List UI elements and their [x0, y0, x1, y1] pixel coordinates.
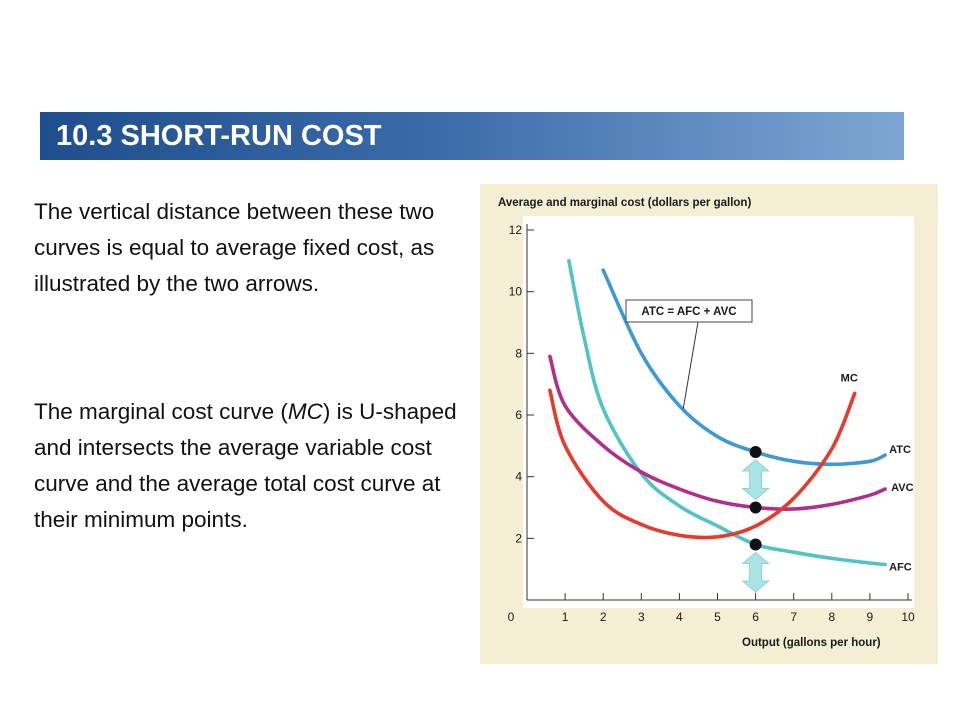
point-atc — [749, 446, 762, 458]
x-tick-label: 7 — [790, 610, 797, 624]
paragraph-mc-text-after: ) is U-shaped and intersects the average… — [34, 399, 457, 532]
curve-label-mc: MC — [841, 372, 858, 384]
paragraph-afc-distance: The vertical distance between these two … — [34, 199, 435, 296]
x-tick-label: 9 — [867, 610, 874, 624]
afc-arrow — [741, 459, 770, 501]
x-tick-label: 6 — [752, 610, 759, 624]
y-tick-label: 12 — [509, 223, 523, 237]
y-tick-label: 2 — [515, 531, 522, 545]
x-tick-label: 2 — [600, 610, 607, 624]
x-tick-label: 0 — [508, 610, 515, 624]
y-tick-label: 10 — [509, 285, 523, 299]
curve-label-atc: ATC — [889, 444, 911, 456]
title-bar: 10.3 SHORT-RUN COST — [40, 112, 904, 160]
curve-afc — [567, 259, 887, 567]
cost-curves-chart: Average and marginal cost (dollars per g… — [498, 197, 915, 649]
x-tick-label: 1 — [562, 610, 569, 624]
curve-label-afc: AFC — [889, 562, 912, 574]
plot-area — [523, 216, 914, 608]
x-tick-label: 5 — [714, 610, 721, 624]
point-avc — [749, 501, 762, 514]
paragraph-mc-text-before: The marginal cost curve ( — [34, 399, 288, 424]
y-tick-label: 8 — [515, 346, 522, 360]
paragraph-mc-italic: MC — [287, 399, 323, 424]
cost-chart-panel: Average and marginal cost (dollars per g… — [480, 184, 938, 664]
y-tick-label: 4 — [515, 470, 522, 484]
x-tick-label: 10 — [901, 610, 915, 624]
x-tick-label: 8 — [828, 610, 835, 624]
curve-label-avc: AVC — [891, 482, 913, 494]
y-axis-label: Average and marginal cost (dollars per g… — [498, 197, 751, 209]
x-tick-label: 4 — [676, 610, 683, 624]
afc-arrow — [741, 551, 770, 593]
x-tick-label: 3 — [638, 610, 645, 624]
y-tick-label: 6 — [515, 408, 522, 422]
paragraph-mc-curve: The marginal cost curve (MC) is U-shaped… — [34, 394, 464, 538]
x-axis-label: Output (gallons per hour) — [742, 637, 881, 649]
formula-box — [625, 299, 753, 323]
formula-leader-line — [682, 321, 699, 409]
formula-label: ATC = AFC + AVC — [641, 306, 736, 318]
curve-mc — [548, 388, 857, 540]
curve-avc — [548, 354, 887, 512]
point-afc — [749, 538, 762, 551]
slide-title: 10.3 SHORT-RUN COST — [56, 120, 382, 152]
